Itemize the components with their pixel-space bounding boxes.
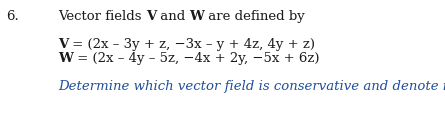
- Text: W: W: [58, 52, 73, 65]
- Text: and: and: [156, 10, 190, 23]
- Text: Vector fields: Vector fields: [58, 10, 146, 23]
- Text: Determine which vector field is conservative and denote it by: Determine which vector field is conserva…: [58, 80, 445, 93]
- Text: 6.: 6.: [6, 10, 19, 23]
- Text: = (2x – 4y – 5z, −4x + 2y, −5x + 6z): = (2x – 4y – 5z, −4x + 2y, −5x + 6z): [73, 52, 320, 65]
- Text: V: V: [58, 38, 68, 51]
- Text: W: W: [190, 10, 204, 23]
- Text: V: V: [146, 10, 156, 23]
- Text: are defined by: are defined by: [204, 10, 305, 23]
- Text: = (2x – 3y + z, −3x – y + 4z, 4y + z): = (2x – 3y + z, −3x – y + 4z, 4y + z): [68, 38, 315, 51]
